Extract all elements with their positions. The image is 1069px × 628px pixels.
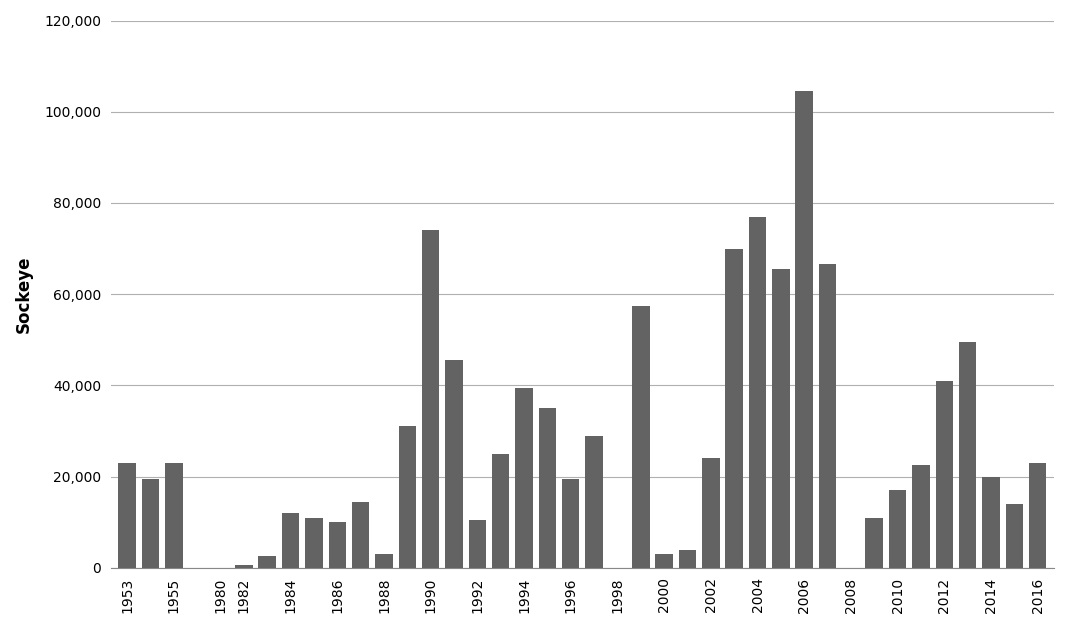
Bar <box>492 454 510 568</box>
Bar <box>655 554 672 568</box>
Bar <box>142 479 159 568</box>
Bar <box>235 565 252 568</box>
Bar <box>515 387 532 568</box>
Bar <box>888 490 907 568</box>
Bar <box>399 426 416 568</box>
Bar <box>1028 463 1047 568</box>
Bar <box>982 477 1000 568</box>
Bar <box>819 264 836 568</box>
Bar <box>259 556 276 568</box>
Bar <box>748 217 766 568</box>
Bar <box>282 513 299 568</box>
Bar <box>539 408 556 568</box>
Y-axis label: Sockeye: Sockeye <box>15 256 33 333</box>
Bar <box>935 381 954 568</box>
Bar <box>772 269 790 568</box>
Bar <box>305 517 323 568</box>
Bar <box>352 502 370 568</box>
Bar <box>632 306 650 568</box>
Bar <box>866 517 883 568</box>
Bar <box>446 360 463 568</box>
Bar <box>468 520 486 568</box>
Bar <box>328 522 346 568</box>
Bar <box>562 479 579 568</box>
Bar <box>119 463 136 568</box>
Bar <box>375 554 392 568</box>
Bar <box>422 230 439 568</box>
Bar <box>586 436 603 568</box>
Bar <box>795 91 812 568</box>
Bar <box>679 550 696 568</box>
Bar <box>959 342 976 568</box>
Bar <box>702 458 719 568</box>
Bar <box>1006 504 1023 568</box>
Bar <box>726 249 743 568</box>
Bar <box>165 463 183 568</box>
Bar <box>912 465 930 568</box>
